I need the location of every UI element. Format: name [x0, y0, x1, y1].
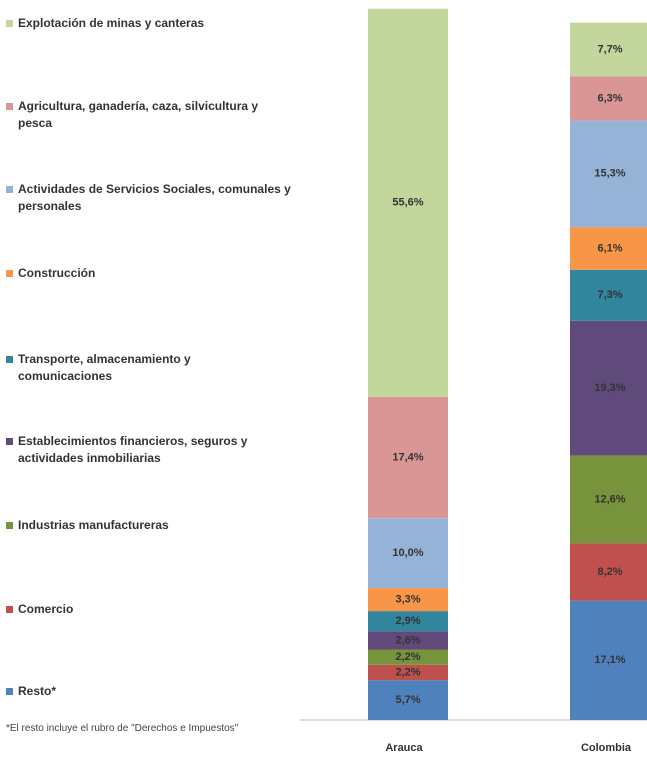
bar-segment — [570, 76, 647, 121]
bar-segment — [368, 518, 448, 589]
x-tick-label: Colombia — [581, 742, 632, 754]
data-label: 2,2% — [395, 651, 420, 663]
bar-segment — [570, 600, 647, 720]
legend-entry: Establecimientos financieros, seguros y … — [6, 433, 318, 467]
legend-swatch — [6, 103, 13, 110]
data-label: 55,6% — [392, 197, 423, 209]
legend-entry: Explotación de minas y canteras — [6, 15, 318, 32]
data-label: 2,9% — [395, 615, 420, 627]
legend-label: Resto* — [18, 684, 57, 698]
legend-entry: Agricultura, ganadería, caza, silvicultu… — [6, 98, 318, 132]
bar-segment — [368, 680, 448, 720]
bar-segment — [368, 611, 448, 632]
legend-entry: Transporte, almacenamiento y comunicacio… — [6, 351, 318, 385]
legend-entry: Industrias manufactureras — [6, 517, 318, 534]
footnote: *El resto incluye el rubro de "Derechos … — [6, 723, 239, 734]
data-label: 2,6% — [395, 634, 420, 646]
x-tick-label: Arauca — [385, 742, 423, 754]
bar-segment — [570, 320, 647, 456]
legend-swatch — [6, 186, 13, 193]
data-label: 12,6% — [594, 493, 625, 505]
bar-segment — [368, 8, 448, 397]
data-label: 6,1% — [597, 242, 622, 254]
legend-label: Construcción — [18, 266, 96, 280]
bar-segment — [368, 631, 448, 650]
legend-swatch — [6, 522, 13, 529]
legend-entry: Comercio — [6, 601, 318, 618]
data-label: 17,1% — [594, 654, 625, 666]
legend-label: Establecimientos financieros, seguros y … — [18, 434, 248, 465]
legend-label: Comercio — [18, 602, 74, 616]
legend-swatch — [6, 606, 13, 613]
bar-segment — [570, 227, 647, 270]
bar-segment — [368, 649, 448, 665]
bar-segment — [570, 120, 647, 228]
bar-segment — [570, 22, 647, 77]
data-label: 7,3% — [597, 289, 622, 301]
bar-segment — [368, 664, 448, 681]
data-label: 17,4% — [392, 451, 423, 463]
data-label: 6,3% — [597, 92, 622, 104]
legend-swatch — [6, 270, 13, 277]
legend-entry: Construcción — [6, 265, 318, 282]
legend-label: Industrias manufactureras — [18, 518, 169, 532]
legend-swatch — [6, 20, 13, 27]
legend-label: Agricultura, ganadería, caza, silvicultu… — [18, 99, 259, 130]
legend-swatch — [6, 688, 13, 695]
bar-segment — [368, 396, 448, 519]
data-label: 2,2% — [395, 666, 420, 678]
data-label: 15,3% — [594, 168, 625, 180]
legend-entry: Actividades de Servicios Sociales, comun… — [6, 181, 318, 215]
data-label: 7,7% — [597, 43, 622, 55]
data-label: 5,7% — [395, 694, 420, 706]
data-label: 8,2% — [597, 566, 622, 578]
legend-label: Transporte, almacenamiento y comunicacio… — [18, 352, 191, 383]
legend-swatch — [6, 438, 13, 445]
legend-entry: Resto* — [6, 683, 318, 700]
bar-segment — [570, 269, 647, 321]
legend-swatch — [6, 356, 13, 363]
data-label: 10,0% — [392, 547, 423, 559]
bar-segment — [368, 588, 448, 612]
data-label: 19,3% — [594, 382, 625, 394]
bar-segment — [570, 455, 647, 544]
data-label: 3,3% — [395, 593, 420, 605]
bar-segment — [570, 543, 647, 601]
legend-label: Explotación de minas y canteras — [18, 16, 205, 30]
legend-label: Actividades de Servicios Sociales, comun… — [18, 182, 291, 213]
